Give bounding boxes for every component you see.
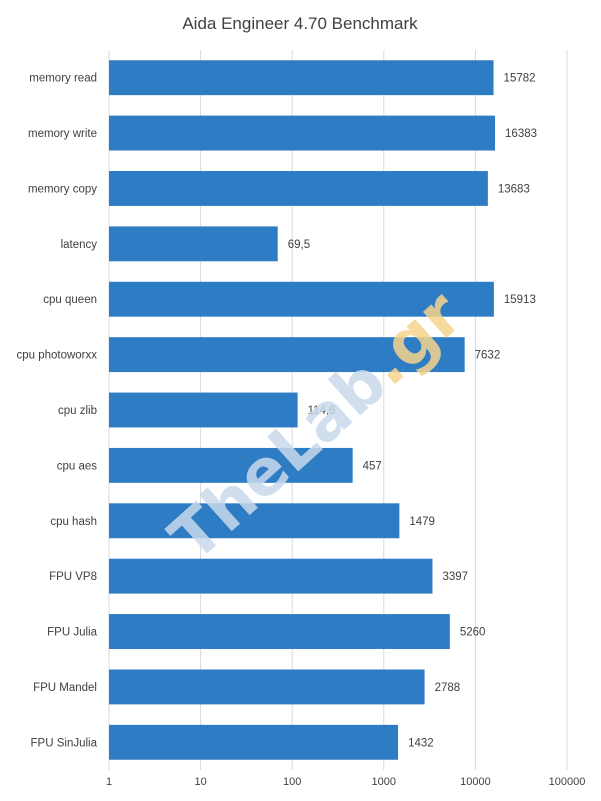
- category-label: memory write: [28, 128, 97, 140]
- category-label: memory read: [29, 73, 97, 85]
- value-label: 457: [363, 460, 382, 472]
- bar: [109, 337, 465, 373]
- value-label: 7632: [475, 350, 501, 362]
- category-label: memory copy: [28, 183, 97, 195]
- value-label: 15913: [504, 294, 536, 306]
- bar: [109, 392, 298, 428]
- x-tick-label: 100: [283, 776, 301, 788]
- value-label: 114,6: [308, 405, 336, 417]
- value-label: 2788: [435, 682, 461, 694]
- chart-title: Aida Engineer 4.70 Benchmark: [182, 14, 418, 33]
- value-label: 13683: [498, 183, 530, 195]
- category-label: cpu photoworxx: [16, 350, 97, 362]
- category-label: FPU Mandel: [33, 682, 97, 694]
- category-label: FPU VP8: [49, 571, 97, 583]
- x-tick-label: 10000: [460, 776, 491, 788]
- value-label: 69,5: [288, 239, 310, 251]
- bars: [109, 60, 496, 760]
- value-label: 1479: [409, 516, 435, 528]
- category-label: cpu aes: [57, 460, 98, 472]
- x-tick-label: 1: [106, 776, 112, 788]
- bar: [109, 503, 400, 539]
- bar: [109, 60, 494, 96]
- bar: [109, 171, 488, 206]
- category-label: FPU SinJulia: [31, 737, 98, 749]
- category-label: FPU Julia: [47, 627, 97, 639]
- bar: [109, 226, 278, 262]
- category-label: cpu hash: [50, 516, 97, 528]
- x-tick-labels: 1 10 100 1000 10000 100000: [106, 776, 585, 788]
- value-label: 16383: [505, 128, 537, 140]
- bar: [109, 669, 425, 705]
- bar: [109, 614, 450, 649]
- category-label: cpu zlib: [58, 405, 97, 417]
- bar: [109, 558, 433, 594]
- value-label: 3397: [442, 571, 468, 583]
- value-labels: 15782 16383 13683 69,5 15913 7632 114,6 457 1479…: [288, 73, 537, 750]
- bar: [109, 115, 496, 151]
- value-label: 5260: [460, 627, 486, 639]
- category-labels: memory read memory write memory copy latenc…: [16, 73, 97, 750]
- x-tick-label: 100000: [549, 776, 586, 788]
- value-label: 1432: [408, 737, 434, 749]
- bar: [109, 447, 353, 483]
- bar: [109, 724, 399, 760]
- value-label: 15782: [504, 73, 536, 85]
- x-tick-label: 10: [194, 776, 206, 788]
- category-label: latency: [61, 239, 98, 251]
- x-tick-label: 1000: [372, 776, 396, 788]
- category-label: cpu queen: [43, 294, 97, 306]
- bar: [109, 281, 494, 317]
